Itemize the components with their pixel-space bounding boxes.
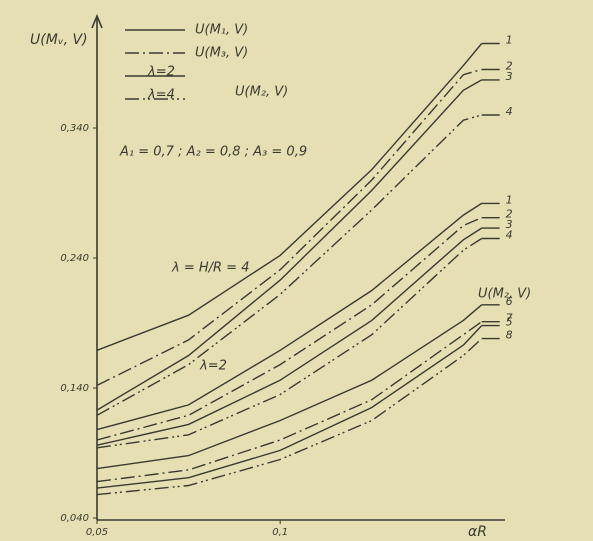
series-label: 6 xyxy=(506,295,513,308)
series-label: 5 xyxy=(506,316,513,329)
y-tick-label: 0,240 xyxy=(60,253,89,264)
series-label: 1 xyxy=(506,193,513,206)
x-tick-label: 0,05 xyxy=(86,527,108,538)
annotation: U(M₂, V) xyxy=(478,287,531,302)
annotation: λ=2 xyxy=(199,359,227,374)
series-label: 1 xyxy=(506,34,513,47)
series-label: 4 xyxy=(506,229,513,242)
series-label: 2 xyxy=(506,208,513,221)
series-line xyxy=(96,237,483,449)
legend-label: U(M₁, V) xyxy=(195,23,248,38)
series-line xyxy=(96,321,483,483)
series-label: 4 xyxy=(506,105,513,118)
series-label: 7 xyxy=(506,312,513,325)
series-line xyxy=(96,43,483,351)
annotation: λ = H/R = 4 xyxy=(171,261,249,276)
series-line xyxy=(96,325,483,489)
annotation: U(M₂, V) xyxy=(235,85,288,100)
legend-label: λ=2 xyxy=(147,65,175,80)
y-tick-label: 0,140 xyxy=(60,383,89,394)
series-line xyxy=(96,227,483,446)
annotation: A₁ = 0,7 ; A₂ = 0,8 ; A₃ = 0,9 xyxy=(119,145,307,160)
series-line xyxy=(96,304,483,470)
legend-label: λ=4 xyxy=(147,88,175,103)
series-line xyxy=(96,217,482,441)
series-label: 3 xyxy=(506,70,513,83)
legend-label: U(M₃, V) xyxy=(195,46,248,61)
series-label: 3 xyxy=(506,218,513,231)
x-axis-label: αR xyxy=(468,524,487,540)
y-tick-label: 0,340 xyxy=(60,123,89,134)
series-line xyxy=(96,338,483,496)
series-line xyxy=(96,68,482,387)
y-tick-label: 0,040 xyxy=(60,513,89,524)
series-label: 2 xyxy=(506,60,513,73)
series-label: 8 xyxy=(506,329,513,342)
series-line xyxy=(96,202,483,431)
y-axis-label: U(Mᵥ, V) xyxy=(30,32,88,48)
series-line xyxy=(96,79,483,411)
x-tick-label: 0,1 xyxy=(272,527,288,538)
y-axis-arrow xyxy=(91,13,103,29)
series-line xyxy=(96,114,482,416)
